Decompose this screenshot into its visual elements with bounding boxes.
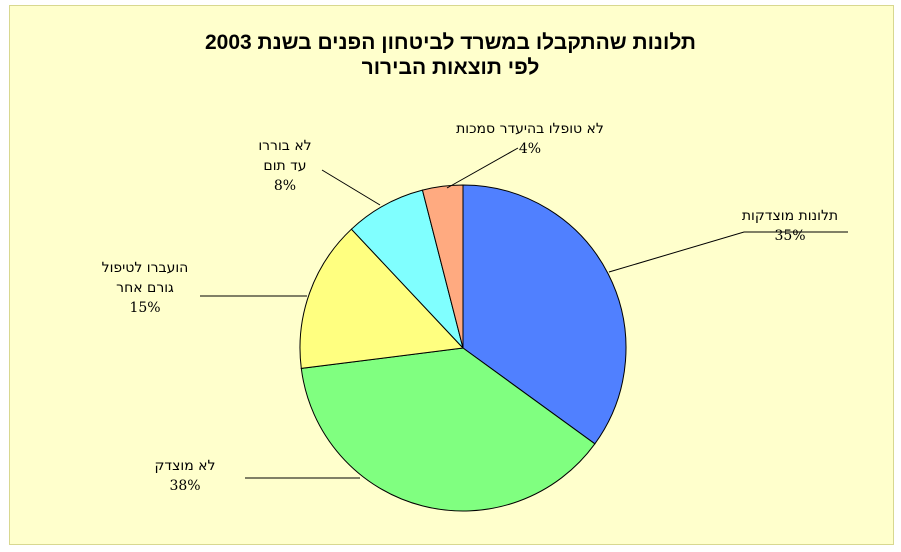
- slice-label-3-line-1: הועברו לטיפול: [102, 260, 189, 276]
- slice-percent-3: 15%: [129, 300, 160, 316]
- leader-line-1: [608, 231, 848, 273]
- slice-percent-2: 38%: [169, 478, 200, 494]
- slice-label-2-line-1: לא מוצדק: [155, 458, 216, 474]
- slice-percent-4: 8%: [274, 178, 296, 194]
- leader-line-4: [321, 169, 381, 206]
- pie-slice-5: [421, 184, 464, 349]
- slice-label-1-line-1: תלונות מוצדקות: [742, 208, 838, 224]
- slice-label-3-line-2: גורם אחר: [116, 280, 174, 296]
- slice-label-4-line-2: עד תום: [263, 158, 306, 174]
- pie-slice-3: [299, 228, 465, 369]
- pie-slice-2: [300, 347, 596, 512]
- chart-title-line-1: תלונות שהתקבלו במשרד לביטחון הפנים בשנת …: [205, 31, 696, 54]
- slice-percent-1: 35%: [774, 228, 805, 244]
- slice-label-5-line-1: לא טופלו בהיעדר סמכות: [456, 121, 604, 137]
- slice-label-4-line-1: לא בוררו: [258, 138, 311, 154]
- chart-title: תלונות שהתקבלו במשרד לביטחון הפנים בשנת …: [0, 30, 901, 80]
- leader-line-5: [446, 147, 519, 189]
- chart-title-line-2: לפי תוצאות הבירור: [361, 56, 540, 79]
- pie-slice-1: [462, 184, 627, 445]
- slice-percent-5: 4%: [519, 141, 541, 157]
